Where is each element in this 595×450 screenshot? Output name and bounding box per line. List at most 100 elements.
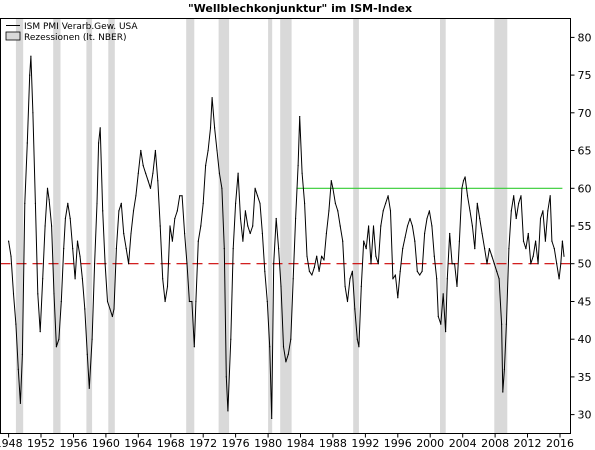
data-point-0-234 — [558, 278, 560, 280]
data-point-0-188 — [451, 263, 453, 265]
recession-band-4 — [186, 18, 195, 434]
data-point-0-181 — [436, 278, 438, 280]
data-point-0-201 — [481, 232, 483, 235]
data-point-0-212 — [505, 323, 507, 325]
data-point-0-19 — [51, 225, 53, 227]
data-point-0-31 — [79, 255, 81, 257]
recession-band-0 — [15, 18, 24, 434]
data-point-0-223 — [532, 255, 534, 257]
x-tick-label-2008: 2008 — [481, 437, 509, 450]
data-point-0-35 — [88, 387, 90, 389]
y-tick-label-50: 50 — [578, 258, 592, 271]
data-point-0-58 — [142, 165, 144, 167]
data-point-0-132 — [318, 270, 320, 272]
reference-lines — [0, 187, 571, 265]
data-point-0-14 — [39, 331, 41, 333]
data-point-0-218 — [520, 195, 522, 197]
legend-label-ism: ISM PMI Verarb.Gew. USA — [24, 22, 138, 32]
data-point-0-170 — [409, 217, 411, 220]
legend-box-swatch — [5, 31, 21, 41]
data-point-0-213 — [508, 248, 510, 250]
data-point-0-143 — [344, 285, 346, 287]
data-point-0-123 — [297, 165, 299, 167]
data-point-0-206 — [493, 263, 495, 265]
data-point-0-51 — [125, 248, 127, 250]
data-point-0-157 — [377, 263, 379, 265]
chart-title: "Wellblechkonjunktur" im ISM-Index — [188, 2, 412, 15]
data-point-0-203 — [486, 263, 488, 265]
data-point-0-76 — [186, 263, 188, 265]
data-point-0-228 — [544, 240, 547, 242]
data-point-0-89 — [216, 149, 218, 152]
data-point-0-235 — [560, 263, 562, 265]
data-point-0-231 — [551, 240, 553, 242]
x-tick-label-1996: 1996 — [384, 437, 412, 450]
data-point-0-209 — [501, 323, 503, 325]
data-point-0-162 — [389, 210, 392, 212]
data-point-0-94 — [227, 410, 229, 412]
series-layer — [8, 55, 565, 419]
data-point-0-160 — [385, 202, 387, 204]
data-point-0-210 — [502, 391, 504, 393]
data-point-0-64 — [157, 180, 159, 182]
data-point-0-79 — [193, 346, 195, 348]
data-point-0-138 — [332, 187, 334, 189]
data-point-0-154 — [370, 263, 372, 265]
data-point-0-122 — [295, 217, 297, 220]
y-tick-label-80: 80 — [578, 31, 592, 44]
data-point-0-9 — [29, 74, 31, 76]
data-point-0-189 — [454, 263, 456, 265]
data-point-0-102 — [247, 225, 249, 227]
data-point-0-110 — [266, 300, 268, 303]
data-point-0-233 — [556, 263, 558, 265]
data-point-0-183 — [440, 323, 442, 325]
data-point-0-67 — [164, 300, 166, 303]
data-point-0-125 — [301, 172, 303, 174]
data-point-0-149 — [358, 346, 360, 348]
x-tick-label-2012: 2012 — [514, 437, 542, 450]
data-point-0-175 — [421, 270, 423, 272]
data-point-0-128 — [308, 270, 310, 272]
data-point-0-111 — [269, 346, 271, 348]
data-point-0-95 — [230, 338, 232, 340]
data-point-0-10 — [30, 55, 32, 57]
data-point-0-42 — [104, 263, 106, 265]
data-point-0-11 — [32, 112, 34, 114]
data-point-0-179 — [431, 225, 433, 227]
data-point-0-80 — [195, 300, 197, 303]
x-tick-label-1988: 1988 — [319, 437, 347, 450]
data-point-0-93 — [225, 376, 227, 378]
data-point-0-100 — [242, 240, 244, 242]
data-point-0-164 — [394, 274, 396, 276]
x-tick-label-1976: 1976 — [222, 437, 250, 450]
data-point-0-135 — [325, 232, 327, 235]
data-point-0-8 — [26, 142, 28, 144]
data-point-0-61 — [149, 187, 152, 189]
x-tick-label-1980: 1980 — [254, 437, 282, 450]
y-tick-label-35: 35 — [578, 371, 592, 384]
y-tick-label-45: 45 — [578, 296, 592, 309]
data-point-0-192 — [461, 187, 463, 189]
data-point-0-219 — [522, 240, 525, 242]
x-tick-label-1972: 1972 — [189, 437, 217, 450]
data-point-0-3 — [15, 323, 17, 325]
data-point-0-220 — [525, 248, 527, 250]
data-point-0-172 — [414, 240, 416, 242]
data-point-0-136 — [328, 210, 330, 212]
data-point-0-202 — [484, 248, 486, 250]
data-point-0-53 — [130, 232, 132, 235]
data-point-0-118 — [285, 361, 287, 363]
data-point-0-54 — [132, 210, 135, 212]
data-point-0-68 — [166, 285, 169, 287]
data-point-0-124 — [299, 116, 301, 118]
data-point-0-177 — [426, 217, 428, 220]
data-point-0-127 — [306, 255, 308, 257]
data-point-0-103 — [249, 232, 251, 235]
data-point-0-200 — [479, 217, 481, 220]
y-tick-label-30: 30 — [578, 409, 592, 422]
data-point-0-74 — [181, 195, 183, 197]
x-tick-label-1948: 1948 — [0, 437, 23, 450]
data-point-0-141 — [339, 225, 341, 227]
data-point-0-40 — [99, 127, 101, 129]
x-tick-label-2000: 2000 — [416, 437, 444, 450]
